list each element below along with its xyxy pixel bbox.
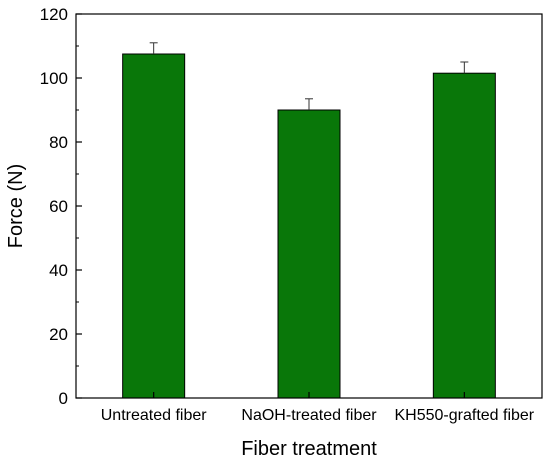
x-tick-label: KH550-grafted fiber xyxy=(395,407,535,424)
y-tick-label: 20 xyxy=(49,325,68,344)
x-axis-title: Fiber treatment xyxy=(241,438,377,460)
bar xyxy=(122,53,186,399)
x-tick-label: NaOH-treated fiber xyxy=(241,407,377,424)
y-tick-label: 80 xyxy=(49,133,68,152)
y-axis-title: Force (N) xyxy=(5,164,27,248)
error-bars-layer xyxy=(149,42,469,110)
y-tick-label: 100 xyxy=(40,69,68,88)
y-tick-label: 60 xyxy=(49,197,68,216)
x-axis: Untreated fiber NaOH-treated fiber KH550-g… xyxy=(101,392,535,424)
y-axis: 0 20 40 60 80 100 120 xyxy=(40,5,82,408)
bar xyxy=(277,109,341,399)
y-tick-label: 120 xyxy=(40,5,68,24)
bar xyxy=(432,72,496,399)
x-tick-label: Untreated fiber xyxy=(101,407,208,424)
y-tick-label: 40 xyxy=(49,261,68,280)
y-tick-label: 0 xyxy=(59,389,68,408)
